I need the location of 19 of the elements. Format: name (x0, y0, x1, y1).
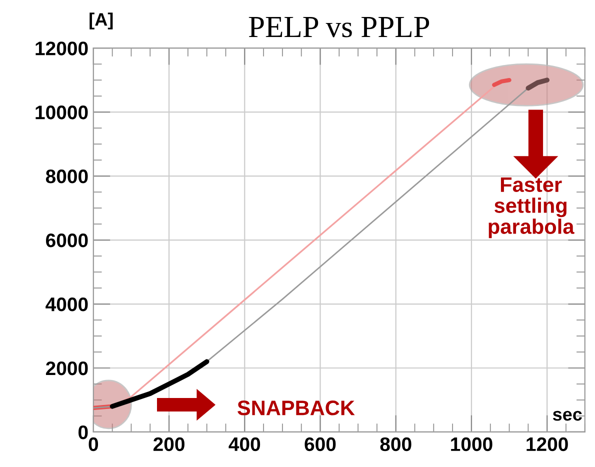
y-tick-label: 10000 (36, 106, 88, 120)
y-tick-label: 2000 (46, 361, 88, 376)
y-tick-label: 0 (78, 425, 88, 440)
y-tick-label: 6000 (46, 234, 88, 248)
x-tick-label: 1000 (451, 437, 492, 452)
x-tick-label: 200 (153, 437, 184, 452)
y-tick-label: 8000 (46, 170, 88, 184)
x-tick-label: 600 (304, 437, 336, 452)
x-tick-label: 1200 (526, 437, 568, 452)
chart-title: PELP vs PPLP (248, 16, 430, 38)
y-tick-label: 4000 (46, 297, 88, 312)
annotation: Faster settling parabola (488, 177, 574, 238)
x-tick-label: 400 (228, 437, 260, 452)
x-tick-label: 0 (88, 437, 98, 452)
y-axis-title: [A] (90, 12, 113, 30)
x-axis-title: sec (552, 410, 582, 421)
annotation: SNAPBACK (238, 400, 355, 416)
y-tick-label: 12000 (36, 42, 88, 56)
x-tick-label: 800 (380, 437, 412, 452)
